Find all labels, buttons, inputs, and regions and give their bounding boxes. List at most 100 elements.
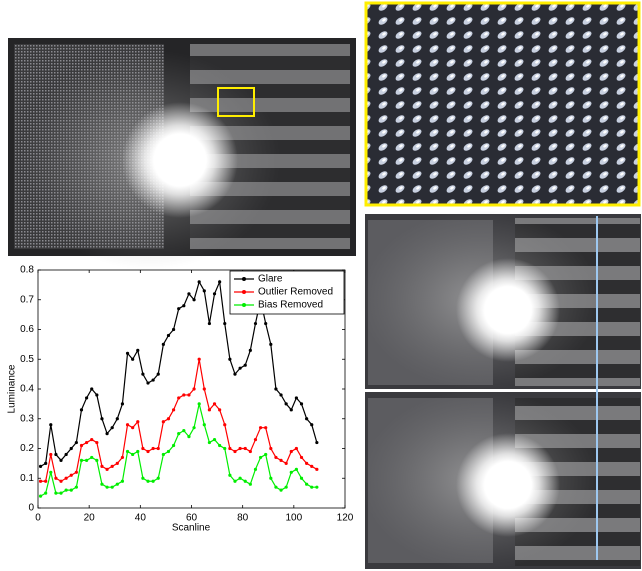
data-point	[90, 438, 93, 441]
data-point	[131, 453, 134, 456]
legend-label: Glare	[258, 274, 283, 285]
data-point	[105, 486, 108, 489]
data-point	[218, 408, 221, 411]
data-point	[121, 402, 124, 405]
data-point	[95, 393, 98, 396]
data-point	[239, 477, 242, 480]
y-tick-label: 0.2	[20, 443, 34, 454]
data-point	[111, 465, 114, 468]
data-point	[274, 456, 277, 459]
data-point	[310, 465, 313, 468]
data-point	[187, 292, 190, 295]
data-point	[182, 304, 185, 307]
data-point	[259, 456, 262, 459]
data-point	[269, 343, 272, 346]
data-point	[146, 480, 149, 483]
data-point	[167, 450, 170, 453]
data-point	[218, 280, 221, 283]
x-tick-label: 100	[285, 513, 302, 524]
data-point	[285, 462, 288, 465]
data-point	[315, 486, 318, 489]
data-point	[259, 426, 262, 429]
data-point	[300, 456, 303, 459]
data-point	[203, 387, 206, 390]
data-point	[228, 474, 231, 477]
data-point	[65, 453, 68, 456]
data-point	[131, 358, 134, 361]
data-point	[105, 432, 108, 435]
data-point	[198, 402, 201, 405]
data-point	[182, 429, 185, 432]
legend-marker	[242, 277, 246, 281]
data-point	[111, 486, 114, 489]
data-point	[208, 408, 211, 411]
legend-marker	[242, 303, 246, 307]
data-point	[172, 444, 175, 447]
data-point	[182, 393, 185, 396]
data-point	[49, 423, 52, 426]
data-point	[192, 387, 195, 390]
data-point	[54, 453, 57, 456]
data-point	[100, 465, 103, 468]
x-axis-label: Scanline	[172, 523, 211, 534]
data-point	[80, 459, 83, 462]
data-point	[285, 402, 288, 405]
data-point	[146, 450, 149, 453]
data-point	[264, 426, 267, 429]
data-point	[315, 468, 318, 471]
photo-zoom	[366, 3, 639, 205]
data-point	[269, 477, 272, 480]
data-point	[141, 477, 144, 480]
data-point	[54, 492, 57, 495]
data-point	[157, 477, 160, 480]
data-point	[75, 471, 78, 474]
data-point	[141, 373, 144, 376]
data-point	[157, 447, 160, 450]
data-point	[85, 441, 88, 444]
data-point	[44, 462, 47, 465]
data-point	[233, 373, 236, 376]
data-point	[198, 358, 201, 361]
data-point	[305, 483, 308, 486]
data-point	[223, 423, 226, 426]
data-point	[223, 322, 226, 325]
data-point	[244, 480, 247, 483]
data-point	[80, 444, 83, 447]
data-point	[249, 483, 252, 486]
data-point	[65, 489, 68, 492]
data-point	[218, 444, 221, 447]
data-point	[239, 367, 242, 370]
data-point	[126, 423, 129, 426]
data-point	[131, 426, 134, 429]
data-point	[85, 459, 88, 462]
x-tick-label: 0	[35, 513, 41, 524]
data-point	[295, 468, 298, 471]
data-point	[295, 447, 298, 450]
y-tick-label: 0.3	[20, 413, 34, 424]
data-point	[310, 423, 313, 426]
data-point	[244, 447, 247, 450]
y-tick-label: 0.6	[20, 324, 34, 335]
data-point	[116, 417, 119, 420]
data-point	[264, 322, 267, 325]
data-point	[208, 441, 211, 444]
data-point	[136, 420, 139, 423]
data-point	[279, 489, 282, 492]
y-tick-label: 0.5	[20, 354, 34, 365]
data-point	[136, 450, 139, 453]
data-point	[126, 450, 129, 453]
x-tick-label: 40	[135, 513, 147, 524]
data-point	[300, 402, 303, 405]
data-point	[264, 453, 267, 456]
photo-corrected	[360, 390, 641, 570]
photo-glare	[360, 210, 641, 390]
data-point	[105, 468, 108, 471]
data-point	[290, 450, 293, 453]
data-point	[152, 480, 155, 483]
y-tick-label: 0.7	[20, 294, 34, 305]
data-point	[59, 480, 62, 483]
data-point	[121, 456, 124, 459]
data-point	[90, 387, 93, 390]
data-point	[305, 462, 308, 465]
data-point	[274, 486, 277, 489]
